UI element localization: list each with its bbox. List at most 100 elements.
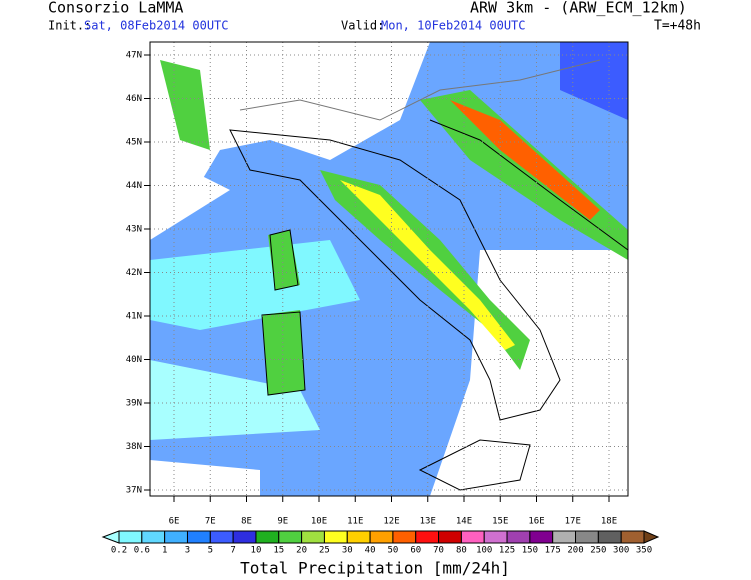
colorbar-label: 30: [342, 546, 353, 556]
coastline-balkans: [429, 119, 628, 251]
colorbar-label: 40: [365, 546, 376, 556]
colorbar-box: [209, 530, 234, 544]
colorbar-box: [141, 530, 166, 544]
colorbar: 0.2 0.6 1 3 5 7 10 15 20 25 30 40 50 60 70 80 100 125 150 1…: [101, 530, 660, 556]
colorbar-triangle: [643, 530, 660, 544]
colorbar-label: 3: [185, 546, 190, 556]
colorbar-box: [164, 530, 188, 544]
latitude-label: 45N: [126, 138, 142, 148]
precip-balkans: [420, 90, 628, 260]
colorbar-caption: Total Precipitation [mm/24h]: [240, 559, 510, 578]
init-label: Init.:: [48, 19, 91, 33]
colorbar-label: 7: [230, 546, 235, 556]
dry-west: [150, 150, 230, 240]
colorbar-label: 60: [410, 546, 421, 556]
longitude-label: 13E: [420, 517, 436, 527]
colorbar-box: [460, 530, 485, 544]
longitude-label: 9E: [277, 517, 288, 527]
colorbar-box: [620, 530, 645, 544]
colorbar-label: 50: [387, 546, 398, 556]
colorbar-box: [346, 530, 371, 544]
border-alps: [239, 59, 601, 121]
longitude-label: 16E: [528, 517, 544, 527]
longitude-label: 6E: [169, 517, 180, 527]
latitude-label: 44N: [126, 181, 142, 191]
lead-time: T=+48h: [654, 19, 701, 34]
precip-apennines: [320, 170, 530, 370]
colorbar-box: [232, 530, 257, 544]
colorbar-box: [415, 530, 440, 544]
longitude-label: 11E: [347, 517, 363, 527]
colorbar-label: 250: [590, 546, 606, 556]
latitude-label: 37N: [126, 486, 142, 496]
colorbar-box: [438, 530, 462, 544]
latitude-label: 46N: [126, 94, 142, 104]
colorbar-label: 100: [476, 546, 492, 556]
colorbar-label: 15: [273, 546, 284, 556]
colorbar-box: [301, 530, 325, 544]
colorbar-box: [118, 530, 143, 544]
colorbar-box: [529, 530, 554, 544]
colorbar-label: 150: [522, 546, 538, 556]
coastline-italy: [229, 129, 561, 421]
precip-alps: [160, 60, 210, 150]
colorbar-label: 200: [567, 546, 583, 556]
colorbar-box: [323, 530, 348, 544]
organization: Consorzio LaMMA: [48, 0, 183, 17]
colorbar-label: 0.6: [134, 546, 150, 556]
colorbar-box: [552, 530, 577, 544]
colorbar-label: 350: [636, 546, 652, 556]
longitude-label: 18E: [601, 517, 617, 527]
colorbar-box: [369, 530, 394, 544]
precip-balkans-core: [450, 100, 600, 220]
latitude-label: 47N: [126, 51, 142, 61]
colorbar-label: 70: [433, 546, 444, 556]
init-value: Sat, 08Feb2014 00UTC: [84, 19, 229, 33]
precip-light-band: [150, 240, 360, 330]
colorbar-label: 0.2: [111, 546, 127, 556]
colorbar-label: 25: [319, 546, 330, 556]
latitude-label: 43N: [126, 225, 142, 235]
colorbar-box: [186, 530, 211, 544]
colorbar-label: 80: [456, 546, 467, 556]
valid-value: Mon, 10Feb2014 00UTC: [381, 19, 526, 33]
latitude-label: 41N: [126, 312, 142, 322]
precip-north-east: [560, 42, 628, 120]
colorbar-box: [597, 530, 622, 544]
colorbar-box: [255, 530, 280, 544]
valid-label: Valid:: [341, 19, 384, 33]
longitude-label: 17E: [565, 517, 581, 527]
colorbar-box: [575, 530, 599, 544]
colorbar-label: 10: [251, 546, 262, 556]
map-field: [150, 42, 628, 496]
colorbar-label: 300: [613, 546, 629, 556]
latitude-label: 39N: [126, 399, 142, 409]
longitude-label: 7E: [205, 517, 216, 527]
longitude-label: 8E: [241, 517, 252, 527]
coastline-sicily: [418, 439, 531, 491]
longitude-label: 12E: [383, 517, 399, 527]
colorbar-triangle: [101, 530, 120, 544]
map-frame: [149, 41, 629, 497]
model-name: ARW 3km - (ARW_ECM_12km): [470, 0, 687, 17]
axis-labels: 47N 46N 45N 44N 43N 42N 41N 40N 39N 38N 37N 6E 7E 8E 9…: [126, 51, 617, 527]
colorbar-label: 125: [499, 546, 515, 556]
precip-sardinia: [262, 310, 305, 395]
latitude-label: 40N: [126, 355, 142, 365]
colorbar-box: [483, 530, 508, 544]
longitude-label: 15E: [492, 517, 508, 527]
colorbar-box: [278, 530, 303, 544]
precip-light-band: [150, 360, 320, 440]
colorbar-label: 1: [162, 546, 167, 556]
colorbar-box: [506, 530, 531, 544]
colorbar-label: 20: [296, 546, 307, 556]
colorbar-label: 175: [545, 546, 561, 556]
longitude-label: 14E: [456, 517, 472, 527]
longitude-label: 10E: [311, 517, 327, 527]
dry-south-west: [150, 460, 260, 496]
latitude-label: 42N: [126, 268, 142, 278]
colorbar-box: [392, 530, 417, 544]
latitude-label: 38N: [126, 442, 142, 452]
